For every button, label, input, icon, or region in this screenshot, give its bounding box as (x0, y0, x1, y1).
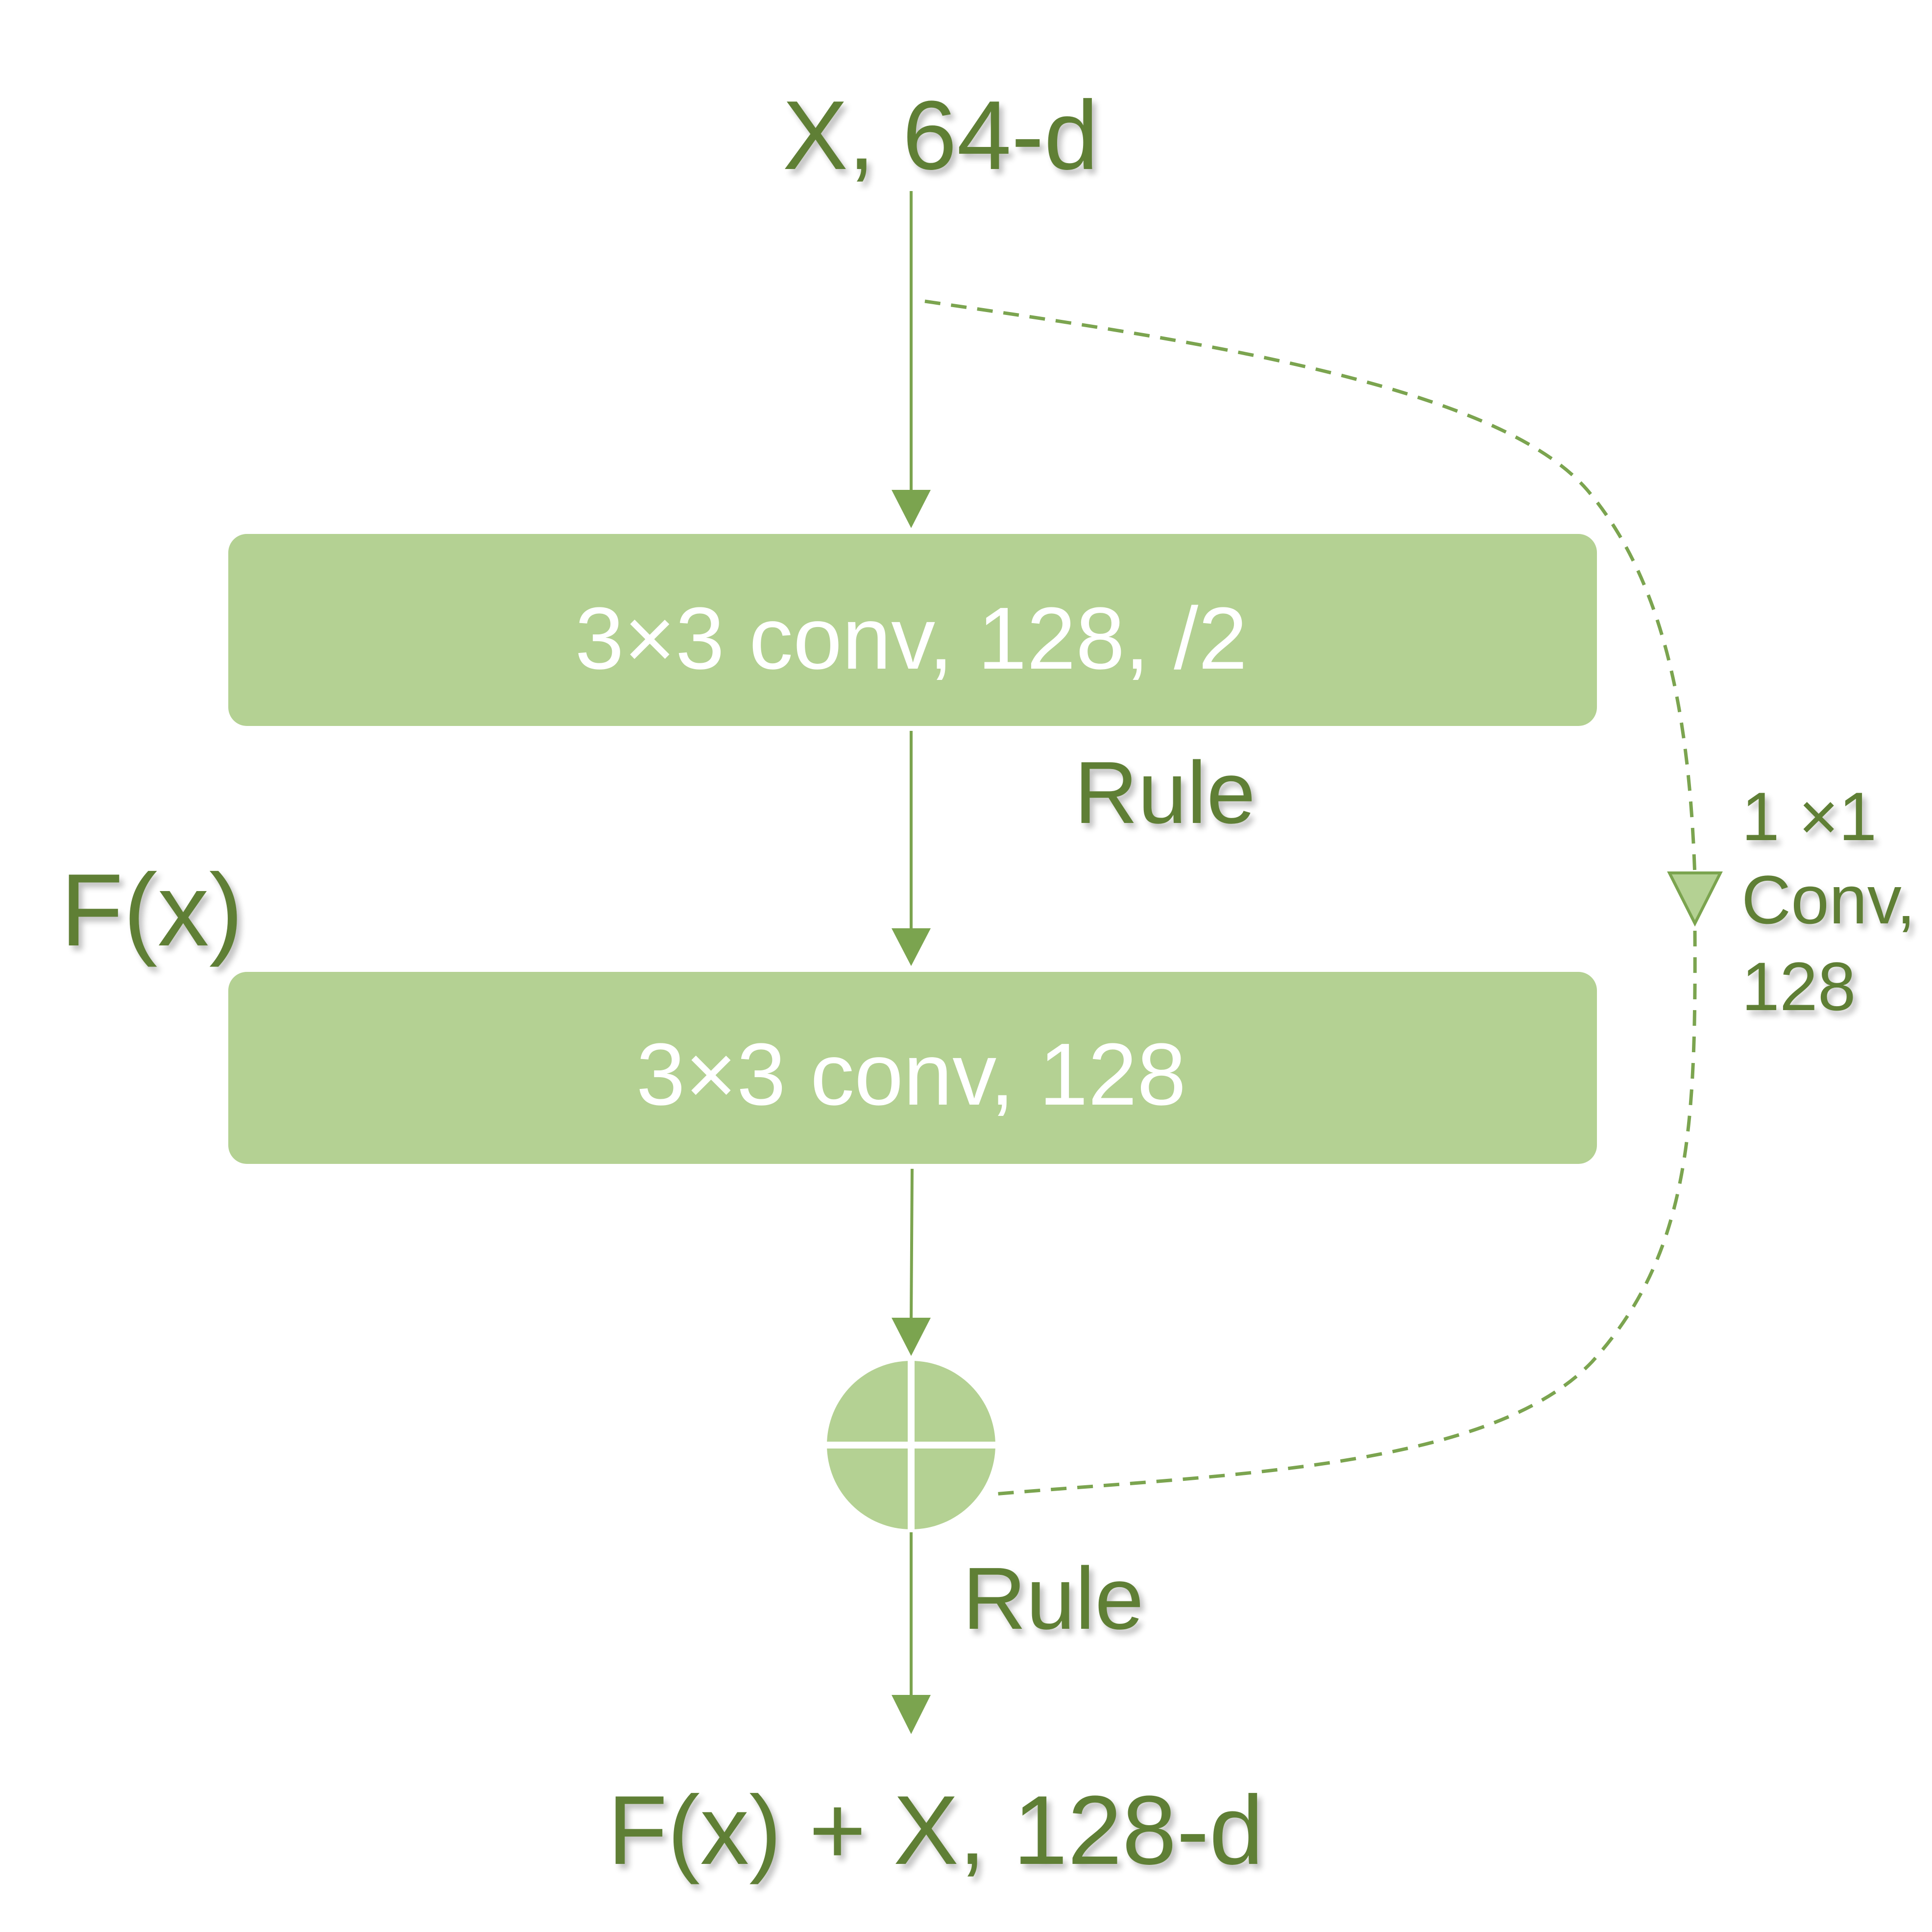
block-label: F(x) (60, 852, 243, 967)
output-label: F(x) + X, 128-d (607, 1776, 1263, 1885)
shortcut-arrowhead (1667, 871, 1723, 927)
arrowhead-conv2 (892, 928, 931, 966)
input-label: X, 64-d (783, 81, 1099, 190)
conv2-box (228, 972, 1597, 1164)
conv2-label: 3×3 conv, 128 (636, 1025, 1186, 1124)
shortcut-dashed-path (924, 299, 1697, 1496)
arrowhead-conv1 (892, 490, 931, 528)
relu2-label: Rule (963, 1549, 1144, 1648)
arrowhead-output (892, 1695, 931, 1734)
shortcut-label-line1: 1 ×1 (1741, 778, 1877, 855)
shortcut-label-line3: 128 (1741, 948, 1856, 1025)
shortcut-label-line2: Conv, (1741, 861, 1915, 938)
shortcut-label: 1 ×1 Conv, 128 (1741, 778, 1915, 1025)
arrow-conv2-to-add (910, 1168, 914, 1323)
arrowhead-add (892, 1318, 931, 1356)
add-node (827, 1361, 995, 1529)
relu1-label: Rule (1074, 744, 1256, 842)
conv1-label: 3×3 conv, 128, /2 (575, 589, 1248, 688)
conv1-box (228, 534, 1597, 726)
